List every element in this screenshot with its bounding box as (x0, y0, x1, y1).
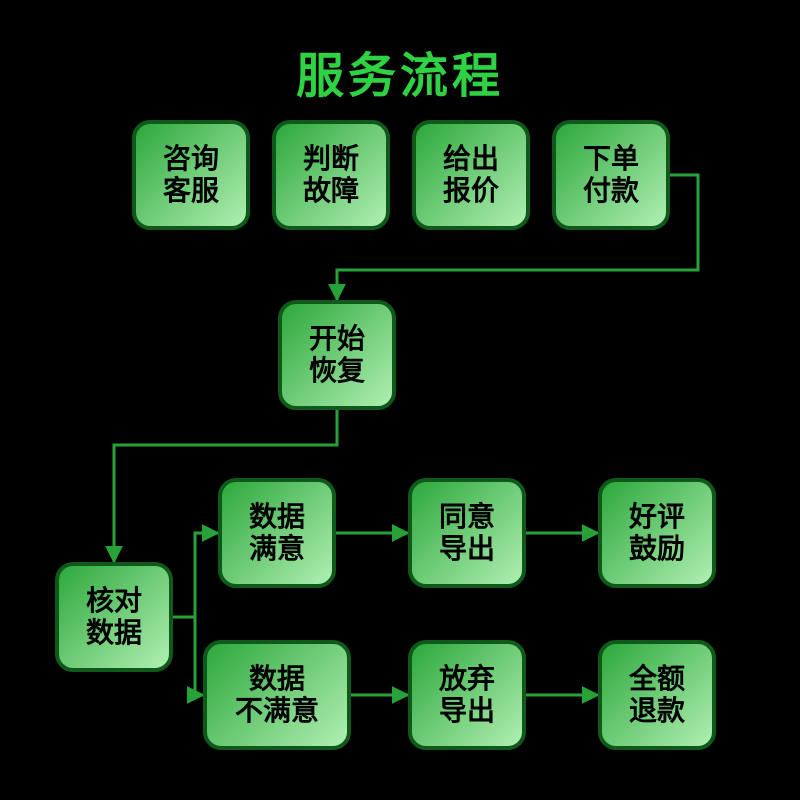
flow-node-n8: 同意 导出 (408, 478, 526, 588)
flow-node-n6: 核对 数据 (55, 562, 173, 672)
flow-node-n3: 给出 报价 (412, 120, 530, 230)
flow-node-n11: 放弃 导出 (408, 640, 526, 750)
page-title: 服务流程 (0, 36, 800, 106)
flow-node-n12: 全额 退款 (598, 640, 716, 750)
edge-n6-n10 (173, 617, 203, 695)
flow-node-n1: 咨询 客服 (132, 120, 250, 230)
flow-node-n4: 下单 付款 (552, 120, 670, 230)
edge-n6-n7 (173, 533, 218, 617)
flow-node-n10: 数据 不满意 (203, 640, 351, 750)
flow-node-n5: 开始 恢复 (278, 300, 396, 410)
flow-node-n9: 好评 鼓励 (598, 478, 716, 588)
flow-node-n2: 判断 故障 (272, 120, 390, 230)
flow-node-n7: 数据 满意 (218, 478, 336, 588)
